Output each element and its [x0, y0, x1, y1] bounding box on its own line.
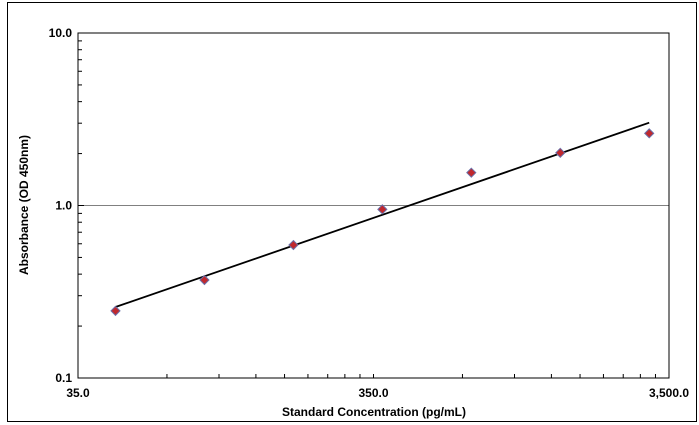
tick-marks	[77, 40, 670, 379]
data-point-3	[377, 204, 388, 215]
chart-outer-border	[7, 2, 697, 422]
tick-labels: 35.0 350.0 3,500.0 0.1 1.0 10.0	[49, 26, 690, 400]
y-axis-title: Absorbance (OD 450nm)	[17, 135, 31, 275]
x-tick-label-0: 35.0	[66, 386, 90, 400]
data-point-5	[555, 147, 566, 159]
data-point-0	[110, 305, 121, 317]
y-tick-label-0: 0.1	[55, 371, 72, 385]
data-points	[110, 128, 655, 317]
y-tick-label-1: 1.0	[55, 199, 72, 213]
data-point-6	[644, 128, 655, 139]
x-tick-label-1: 350.0	[358, 386, 388, 400]
x-axis-title: Standard Concentration (pg/mL)	[282, 405, 466, 419]
x-tick-label-2: 3,500.0	[649, 386, 689, 400]
y-tick-label-2: 10.0	[49, 26, 73, 40]
data-point-2	[288, 239, 299, 251]
data-point-1	[199, 274, 210, 286]
data-point-4	[466, 167, 477, 178]
